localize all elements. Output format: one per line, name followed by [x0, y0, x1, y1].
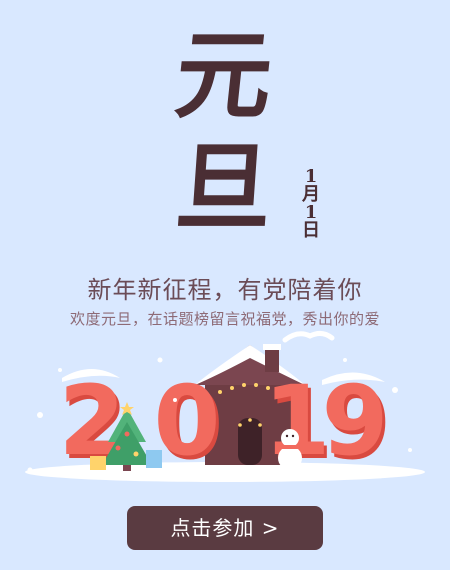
headline: 新年新征程，有党陪着你 — [87, 276, 363, 304]
title-char-yuan: 元 — [170, 19, 280, 132]
snowy-house — [195, 330, 335, 465]
date-day-number: 1 — [304, 202, 318, 223]
year-digit-9-shadow: 9 — [325, 369, 392, 481]
year-digit-9-face: 9 — [322, 365, 389, 477]
join-button[interactable]: 点击参加 > — [127, 506, 323, 550]
gift-box-icon — [90, 456, 106, 470]
year-digit-1: 1 1 — [264, 365, 334, 481]
gift-box-icon — [146, 450, 162, 468]
date-month-label: 月 — [302, 184, 320, 205]
subline: 欢度元旦，在话题榜留言祝福党，秀出你的爱 — [69, 310, 380, 328]
snowman-icon — [278, 429, 302, 470]
date-month-number: 1 — [304, 166, 318, 187]
year-digit-0: 0 0 — [154, 365, 224, 481]
christmas-tree-icon — [102, 402, 152, 471]
date-day-label: 日 — [302, 220, 320, 241]
date-vertical: 1 月 1 日 — [300, 168, 322, 240]
year-2019-scene: 2 2 0 0 1 1 9 9 — [25, 330, 425, 482]
snow-dots — [27, 357, 412, 473]
year-digit-9: 9 9 — [322, 365, 392, 481]
year-digit-0-face: 0 — [154, 365, 221, 477]
year-digit-0-shadow: 0 — [157, 369, 224, 481]
title-char-dan: 旦 — [172, 131, 278, 244]
